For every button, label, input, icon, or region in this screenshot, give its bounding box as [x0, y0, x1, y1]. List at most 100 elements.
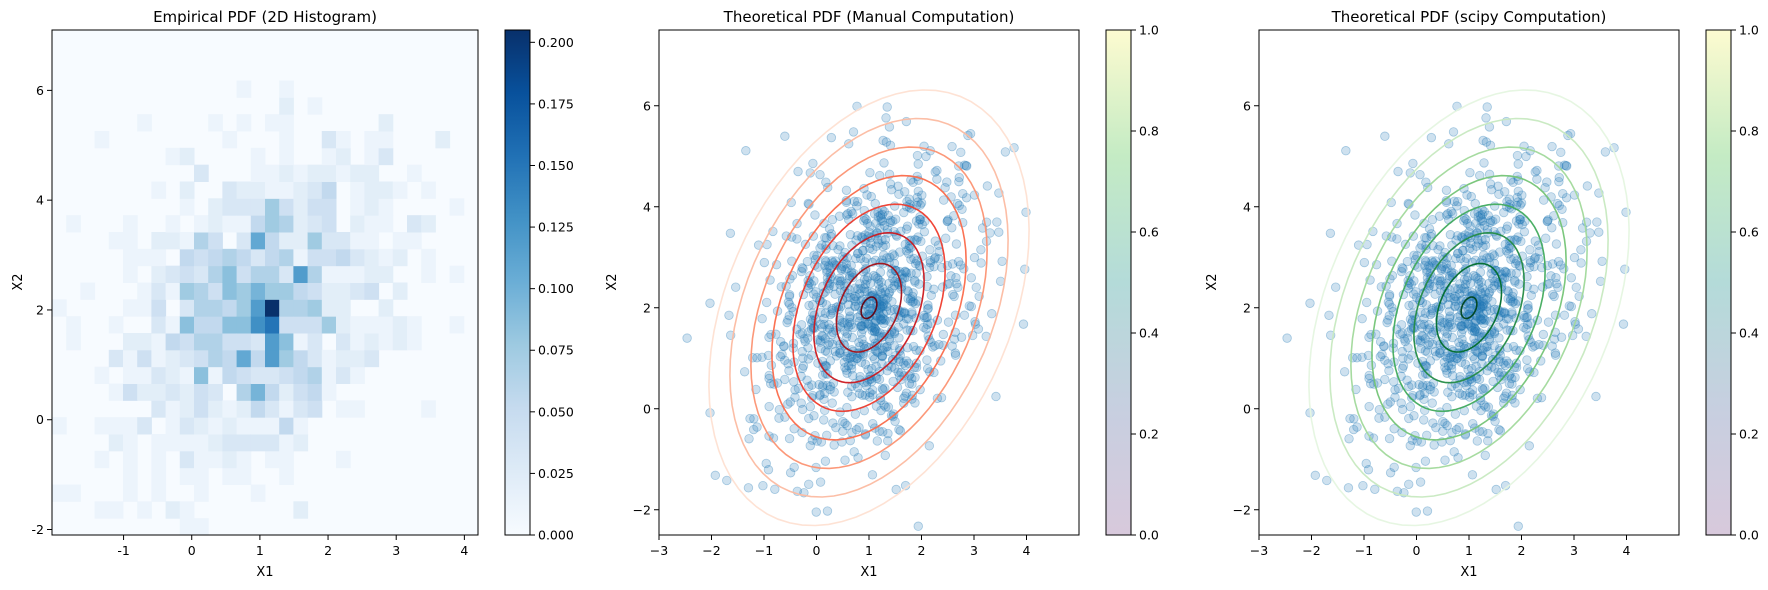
histogram-cell [279, 198, 294, 216]
scatter-point [1456, 328, 1467, 338]
histogram-cell [250, 349, 266, 368]
scatter-point [840, 326, 850, 336]
y-tick-label: 4 [36, 193, 44, 208]
scatter-point [1530, 252, 1541, 263]
scatter-point [874, 238, 884, 248]
scatter-point [1479, 314, 1489, 325]
scatter-point [1522, 355, 1532, 365]
histogram-cell [123, 383, 138, 401]
scatter-point [1468, 418, 1478, 429]
scatter-point [822, 380, 832, 391]
scatter-point [815, 243, 825, 253]
scatter-point [1456, 321, 1466, 332]
scatter-point [1447, 392, 1457, 402]
scatter-point [947, 341, 957, 351]
scatter-point [1547, 259, 1558, 269]
contour-line [1308, 89, 1630, 527]
scatter-point [887, 297, 897, 307]
colorbar-tick-label: 0.6 [1139, 225, 1159, 240]
scatter-point [903, 248, 914, 259]
scatter-point [1468, 351, 1478, 361]
scatter-point [916, 236, 926, 247]
scatter-point [1419, 319, 1429, 330]
scatter-point [869, 326, 880, 336]
histogram-cell [208, 299, 223, 317]
scatter-point [922, 312, 932, 323]
colorbar-tick-label: 0.0 [1139, 528, 1159, 543]
histogram-cell [250, 400, 266, 418]
scatter-point [994, 227, 1004, 237]
scatter-point [949, 334, 960, 344]
histogram-cell [208, 450, 223, 469]
histogram-cell [293, 316, 309, 334]
scatter-point [1550, 350, 1561, 360]
scatter-point [1477, 255, 1487, 265]
histogram-cell [236, 450, 252, 469]
histogram-cell [392, 333, 408, 351]
scatter-point [1449, 196, 1459, 207]
scatter-point [1508, 297, 1519, 307]
histogram-cell [279, 232, 294, 250]
scatter-point [779, 341, 789, 351]
scatter-point [836, 265, 847, 275]
scatter-point [1465, 278, 1475, 289]
histogram-cell [137, 417, 152, 435]
scatter-point [911, 268, 921, 279]
contour-line [1435, 262, 1503, 353]
scatter-point [1393, 166, 1403, 177]
scatter-point [1439, 339, 1449, 349]
scatter-point [1469, 322, 1479, 333]
scatter-point [835, 407, 845, 417]
histogram-cell [194, 164, 209, 182]
scatter-point [1534, 254, 1544, 264]
contour-line [1329, 117, 1609, 498]
scatter-point [1460, 279, 1471, 290]
scatter-point [881, 402, 891, 412]
scatter-point [911, 216, 922, 226]
scatter-point [800, 336, 810, 347]
histogram-cell [236, 383, 252, 401]
histogram-cell [194, 383, 209, 401]
scatter-point [1343, 483, 1354, 493]
scatter-point [938, 329, 949, 340]
histogram-cell [279, 450, 294, 469]
histogram-cell [222, 131, 238, 149]
scatter-point [910, 298, 921, 309]
scatter-point [1452, 353, 1462, 363]
x-tick-label: 4 [1623, 543, 1631, 558]
histogram-cell [364, 349, 380, 368]
scatter-point [1383, 315, 1393, 325]
scatter-point [840, 318, 850, 328]
scatter-point [775, 337, 786, 347]
scatter-point [819, 415, 829, 425]
scatter-point [885, 217, 895, 228]
scatter-point [1501, 356, 1512, 366]
scatter-point [748, 424, 759, 435]
scatter-point [904, 194, 914, 204]
scatter-point [1454, 289, 1465, 299]
scatter-point [882, 301, 892, 312]
histogram-cell [151, 265, 167, 283]
scatter-point [1408, 231, 1419, 241]
histogram-cell [179, 383, 195, 401]
histogram-cell [222, 400, 238, 418]
x-axis-label: X1 [256, 565, 273, 580]
histogram-cell [179, 232, 195, 250]
scatter-point [1576, 258, 1586, 268]
x-tick-label: 2 [1518, 543, 1526, 558]
histogram-cell [236, 400, 252, 418]
scatter-point [878, 298, 889, 309]
scatter-point [1537, 262, 1547, 273]
scatter-point [858, 245, 868, 256]
scatter-point [1485, 305, 1496, 316]
scatter-point [1510, 235, 1520, 245]
histogram-cell [265, 417, 280, 435]
scatter-point [1457, 334, 1467, 344]
scatter-point [874, 426, 885, 436]
scatter-point [909, 253, 919, 264]
scatter-point [1417, 240, 1427, 250]
histogram-cell [151, 282, 167, 300]
scatter-point [1435, 345, 1445, 355]
scatter-point [1466, 322, 1477, 333]
